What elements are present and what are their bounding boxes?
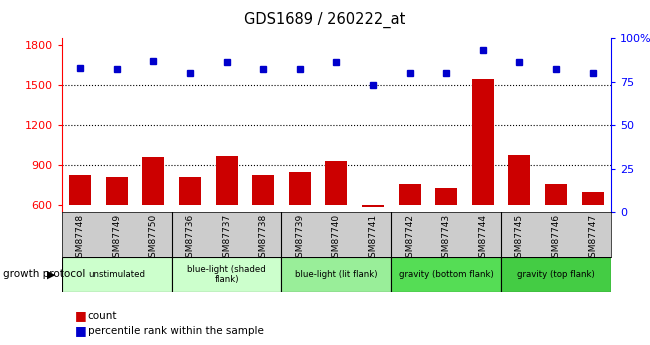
Text: ▶: ▶ — [47, 269, 55, 279]
Text: percentile rank within the sample: percentile rank within the sample — [88, 326, 264, 335]
Bar — [326, 161, 347, 206]
Text: GSM87740: GSM87740 — [332, 214, 341, 263]
Bar — [252, 175, 274, 206]
Bar — [436, 188, 457, 206]
Bar — [62, 257, 172, 292]
Bar — [179, 177, 201, 206]
Bar — [172, 257, 281, 292]
Bar — [216, 156, 237, 206]
Text: GSM87745: GSM87745 — [515, 214, 524, 263]
Bar — [142, 157, 164, 206]
Bar — [501, 257, 611, 292]
Text: ■: ■ — [75, 309, 86, 322]
Text: blue-light (shaded
flank): blue-light (shaded flank) — [187, 265, 266, 284]
Bar — [69, 175, 91, 206]
Text: GSM87749: GSM87749 — [112, 214, 121, 263]
Text: gravity (bottom flank): gravity (bottom flank) — [399, 270, 493, 279]
Text: GSM87741: GSM87741 — [369, 214, 378, 263]
Bar — [289, 172, 311, 206]
Bar — [472, 79, 494, 206]
Text: GSM87744: GSM87744 — [478, 214, 488, 263]
Text: GSM87748: GSM87748 — [75, 214, 84, 263]
Text: GSM87737: GSM87737 — [222, 214, 231, 263]
Bar — [508, 155, 530, 206]
Bar — [281, 257, 391, 292]
Bar — [391, 257, 501, 292]
Bar — [582, 192, 604, 206]
Text: GSM87742: GSM87742 — [405, 214, 414, 263]
Bar — [106, 177, 127, 206]
Bar — [398, 184, 421, 206]
Text: GSM87738: GSM87738 — [259, 214, 268, 263]
Text: GSM87739: GSM87739 — [295, 214, 304, 263]
Text: GDS1689 / 260222_at: GDS1689 / 260222_at — [244, 12, 406, 28]
Text: unstimulated: unstimulated — [88, 270, 145, 279]
Text: GSM87750: GSM87750 — [149, 214, 158, 263]
Text: GSM87736: GSM87736 — [185, 214, 194, 263]
Text: gravity (top flank): gravity (top flank) — [517, 270, 595, 279]
Text: ■: ■ — [75, 324, 86, 337]
Text: GSM87743: GSM87743 — [442, 214, 450, 263]
Text: growth protocol: growth protocol — [3, 269, 86, 279]
Text: GSM87747: GSM87747 — [588, 214, 597, 263]
Text: GSM87746: GSM87746 — [552, 214, 560, 263]
Text: count: count — [88, 311, 117, 321]
Text: blue-light (lit flank): blue-light (lit flank) — [295, 270, 378, 279]
Bar — [362, 206, 384, 207]
Bar — [545, 184, 567, 206]
